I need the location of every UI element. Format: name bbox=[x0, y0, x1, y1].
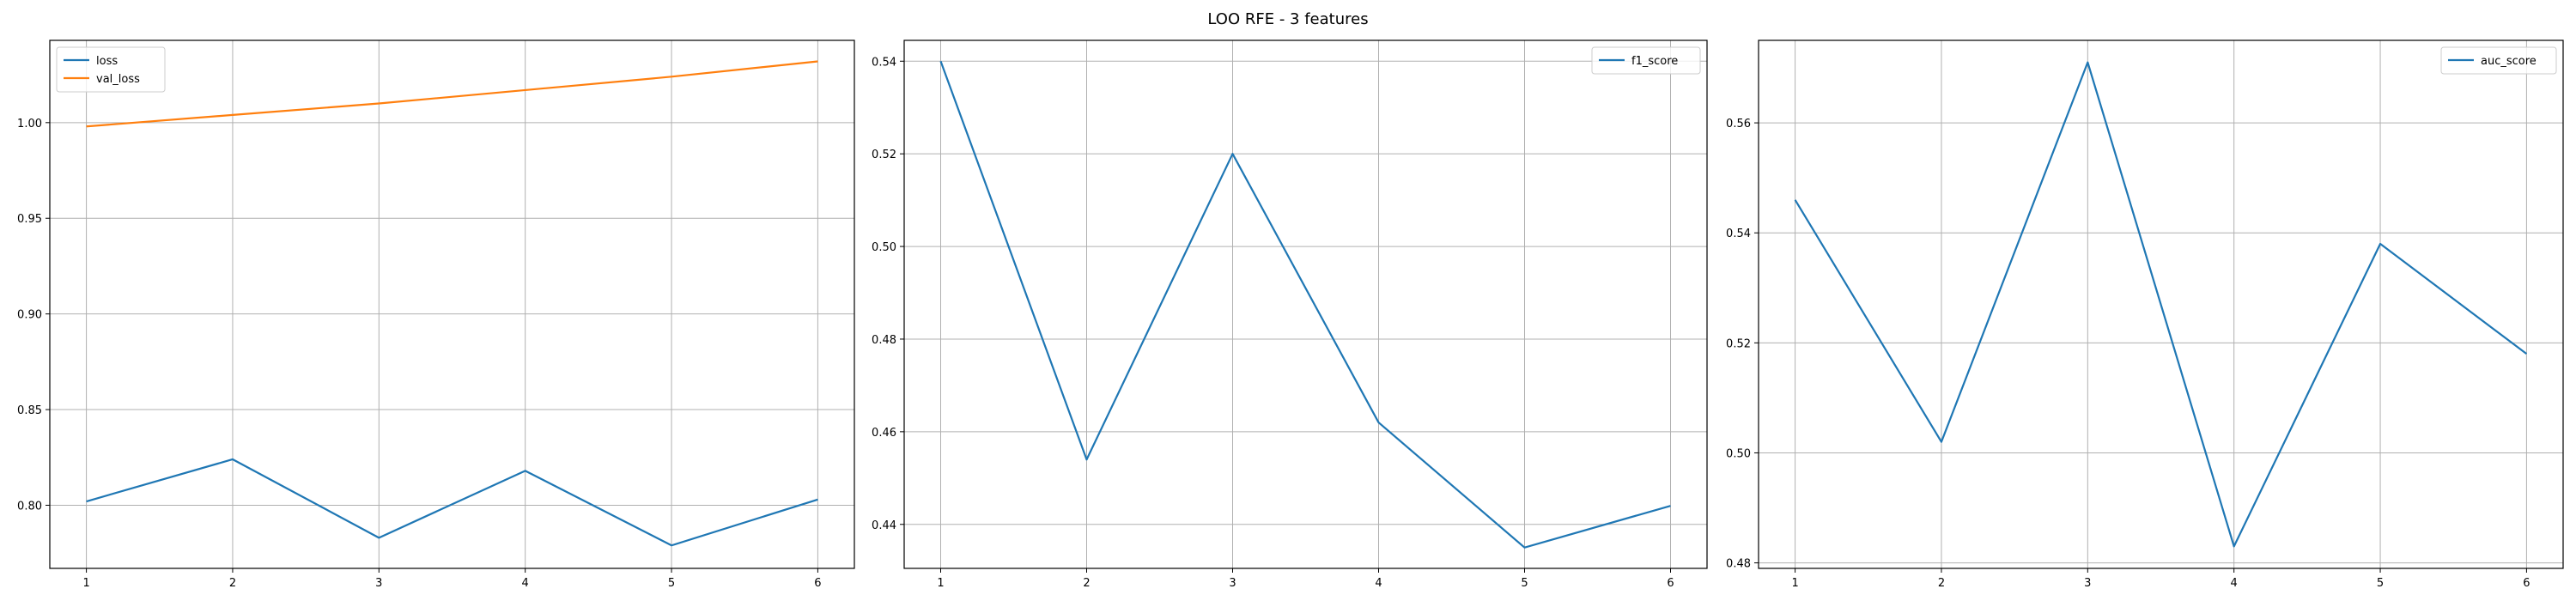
chart-0-axes-frame bbox=[49, 39, 855, 569]
chart-0-y-tick-label: 0.80 bbox=[17, 500, 42, 513]
chart-2-x-tick-label: 4 bbox=[2231, 577, 2238, 590]
chart-2-x-tick-label: 1 bbox=[1791, 577, 1798, 590]
chart-2-y-tick-label: 0.48 bbox=[1726, 558, 1751, 571]
chart-2-series-auc_score-line bbox=[1794, 61, 2528, 548]
chart-2-legend-label-auc_score: auc_score bbox=[2481, 55, 2537, 68]
chart-1-x-tick-label: 4 bbox=[1375, 577, 1382, 590]
chart-1-x-tick-label: 2 bbox=[1083, 577, 1090, 590]
chart-1-y-tick-label: 0.46 bbox=[872, 427, 896, 440]
chart-1-x-tick-label: 6 bbox=[1667, 577, 1674, 590]
panel-f1-score: 1 2 3 4 5 6 0.44 0.46 0.48 0.50 0.52 0.54 f1_score bbox=[872, 39, 1708, 590]
panel-loss: 1 2 3 4 5 6 0.80 0.85 0.90 0.95 1.00 loss val_loss bbox=[17, 39, 855, 590]
chart-2-y-tick-label: 0.56 bbox=[1726, 118, 1751, 131]
figure-title: LOO RFE - 3 features bbox=[1207, 10, 1368, 28]
chart-0-y-tick-label: 1.00 bbox=[17, 118, 42, 131]
chart-0-y-tick-label: 0.85 bbox=[17, 404, 42, 417]
chart-0-x-tick-label: 2 bbox=[229, 577, 236, 590]
chart-0-x-tick-label: 1 bbox=[82, 577, 89, 590]
chart-0-y-tick-label: 0.90 bbox=[17, 309, 42, 322]
chart-1-y-tick-label: 0.54 bbox=[872, 56, 896, 69]
chart-2-y-tick-label: 0.50 bbox=[1726, 447, 1751, 460]
chart-2-y-tick-label: 0.54 bbox=[1726, 228, 1751, 240]
chart-0-series-loss-line bbox=[86, 458, 818, 547]
chart-1-y-tick-label: 0.52 bbox=[872, 149, 896, 161]
chart-1-legend bbox=[1591, 46, 1701, 75]
chart-1-x-tick-label: 1 bbox=[937, 577, 944, 590]
chart-1-axes-frame bbox=[903, 39, 1708, 569]
chart-0-x-tick-label: 4 bbox=[522, 577, 529, 590]
chart-0-series-val_loss-line bbox=[86, 60, 818, 128]
chart-1-x-tick-label: 3 bbox=[1229, 577, 1236, 590]
chart-2-x-tick-label: 5 bbox=[2377, 577, 2384, 590]
chart-0-legend-label-val_loss: val_loss bbox=[96, 73, 140, 86]
chart-2-y-tick-label: 0.52 bbox=[1726, 337, 1751, 350]
chart-0-legend-label-loss: loss bbox=[96, 55, 118, 68]
panel-auc-score: 1 2 3 4 5 6 0.48 0.50 0.52 0.54 0.56 auc_score bbox=[1726, 39, 2564, 590]
chart-1-y-tick-label: 0.44 bbox=[872, 519, 896, 532]
chart-1-x-tick-label: 5 bbox=[1521, 577, 1528, 590]
chart-0-x-tick-label: 5 bbox=[668, 577, 675, 590]
chart-2-legend bbox=[2440, 46, 2557, 75]
chart-1-series-f1_score-line bbox=[939, 60, 1671, 549]
chart-2-axes-frame bbox=[1758, 39, 2564, 569]
chart-0-x-tick-label: 3 bbox=[375, 577, 382, 590]
chart-1-legend-label-f1_score: f1_score bbox=[1631, 55, 1678, 68]
chart-0-x-tick-label: 6 bbox=[814, 577, 821, 590]
chart-0-y-tick-label: 0.95 bbox=[17, 213, 42, 226]
chart-1-y-tick-label: 0.50 bbox=[872, 241, 896, 254]
chart-2-x-tick-label: 6 bbox=[2523, 577, 2530, 590]
chart-2-x-tick-label: 3 bbox=[2084, 577, 2091, 590]
chart-0-legend bbox=[56, 46, 166, 93]
chart-1-y-tick-label: 0.48 bbox=[872, 334, 896, 347]
chart-2-x-tick-label: 2 bbox=[1938, 577, 1945, 590]
